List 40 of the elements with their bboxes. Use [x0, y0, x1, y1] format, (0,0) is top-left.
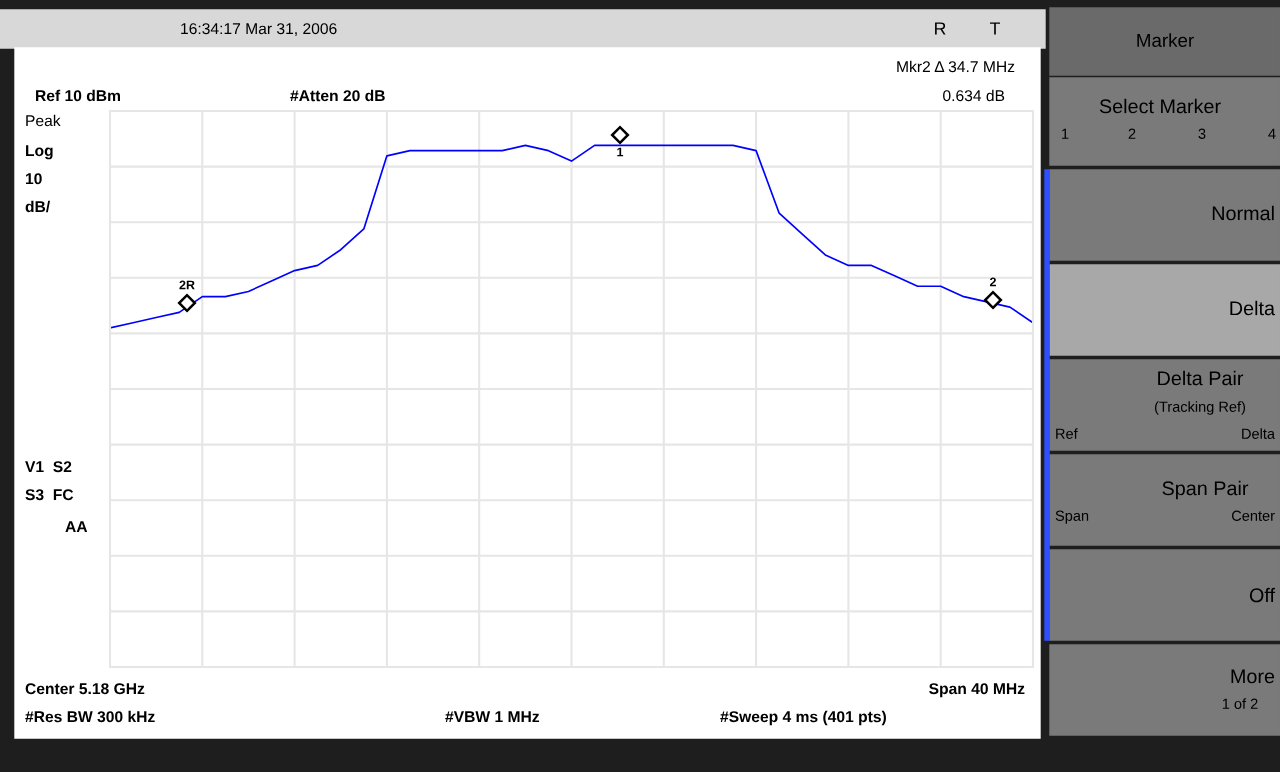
text: Mkr2 Δ 34.7 MHz: [897, 60, 1015, 73]
text: #Atten 20 dB: [290, 89, 385, 102]
text: Select Marker: [1099, 98, 1221, 114]
text: Marker: [1137, 33, 1194, 48]
text: Center: [1231, 510, 1275, 521]
text: 4: [1268, 128, 1276, 139]
text: 3: [1198, 128, 1206, 139]
text: R: [935, 22, 946, 35]
annotation: 2R: [179, 280, 195, 290]
text: V1 S2: [25, 461, 72, 473]
text: dB/: [25, 200, 51, 213]
text: Normal: [1212, 205, 1274, 221]
text: 10: [25, 173, 42, 185]
text: Span Pair: [1162, 480, 1249, 500]
text: Span: [1055, 510, 1089, 524]
text: Center 5.18 GHz: [25, 683, 145, 695]
text: Log: [26, 145, 53, 160]
text: Peak: [26, 114, 61, 127]
text: Delta: [1242, 428, 1275, 439]
text: 0.634 dB: [943, 89, 1005, 102]
annotation: 2: [989, 277, 996, 287]
text: (Tracking Ref): [1154, 401, 1246, 415]
text: Delta Pair: [1158, 370, 1244, 386]
text: 1 of 2: [1222, 698, 1258, 709]
text: AA: [65, 521, 88, 533]
text: 16:34:17 Mar 31, 2006: [181, 23, 337, 37]
text: Ref: [1056, 428, 1078, 439]
text: Off: [1249, 587, 1276, 603]
text: #Sweep 4 ms (401 pts): [720, 710, 886, 726]
text: Delta: [1230, 300, 1275, 316]
text: Ref 10 dBm: [36, 89, 120, 102]
text: #VBW 1 MHz: [445, 711, 540, 723]
text: More: [1231, 669, 1275, 684]
text: 2: [1128, 128, 1136, 139]
text: T: [989, 22, 1000, 35]
text: 1: [1062, 128, 1069, 139]
text: Span 40 MHz: [929, 683, 1025, 698]
annotation: 1: [617, 147, 624, 157]
text: #Res BW 300 kHz: [25, 710, 155, 723]
text: S3 FC: [25, 489, 74, 501]
